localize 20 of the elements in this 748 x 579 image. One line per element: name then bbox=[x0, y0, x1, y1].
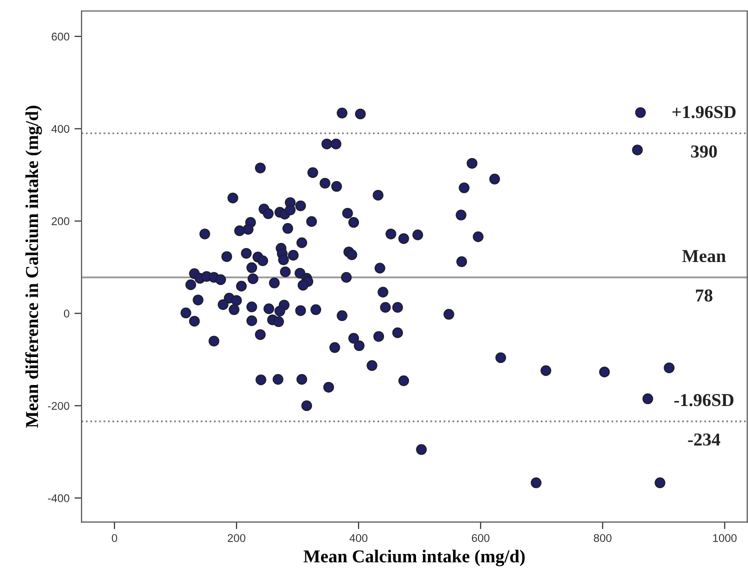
annotation: -234 bbox=[688, 434, 720, 446]
x-tick-label: 1000 bbox=[713, 534, 737, 542]
y-tick-label: 400 bbox=[51, 124, 70, 133]
ref-line-label: -1.96SD bbox=[674, 394, 734, 406]
y-tick-label: 600 bbox=[52, 32, 70, 41]
y-tick-label: -400 bbox=[48, 494, 70, 502]
ref-line-label: Mean bbox=[682, 250, 726, 262]
y-axis-title: Mean difference in Calcium intake (mg/d) bbox=[25, 106, 42, 428]
y-tick-label: 200 bbox=[52, 217, 70, 226]
y-tick-label: 0 bbox=[64, 310, 70, 318]
x-tick-label: 200 bbox=[228, 534, 246, 542]
x-tick-label: 0 bbox=[112, 534, 118, 542]
y-tick-label: -200 bbox=[48, 402, 70, 410]
x-tick-label: 800 bbox=[594, 534, 612, 542]
ref-line-label: +1.96SD bbox=[672, 106, 736, 118]
x-axis-title: Mean Calcium intake (mg/d) bbox=[304, 550, 525, 566]
annotation: 78 bbox=[696, 289, 712, 302]
x-tick-label: 600 bbox=[472, 534, 490, 542]
x-tick-label: 400 bbox=[350, 534, 368, 542]
annotation: 390 bbox=[691, 145, 717, 158]
